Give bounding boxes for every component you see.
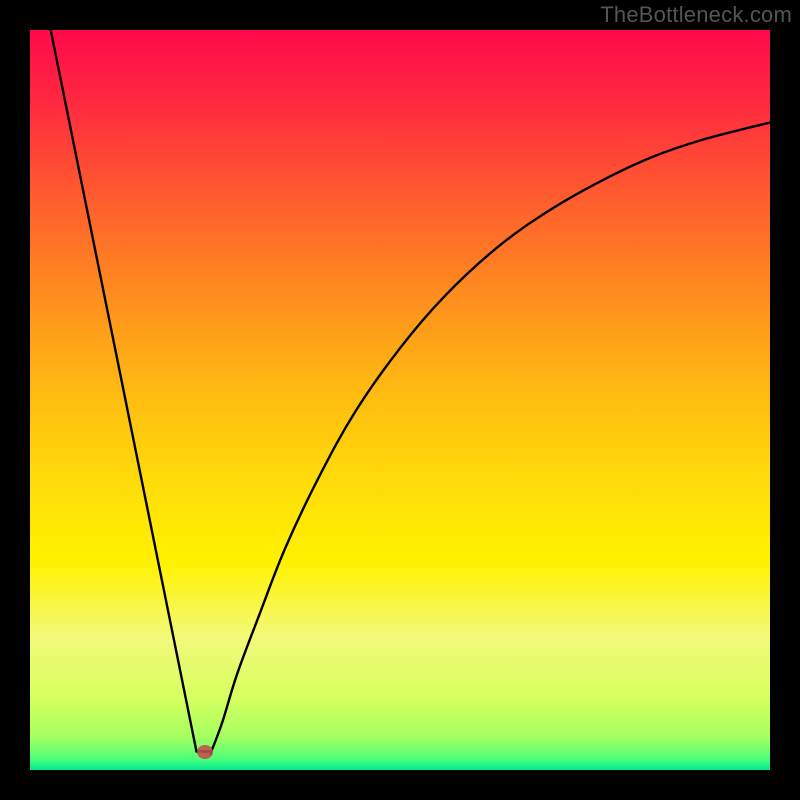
- minimum-marker: [197, 745, 213, 759]
- chart-container: TheBottleneck.com: [0, 0, 800, 800]
- watermark-text: TheBottleneck.com: [600, 2, 792, 28]
- bottleneck-curve: [30, 30, 770, 770]
- plot-area: [30, 30, 770, 770]
